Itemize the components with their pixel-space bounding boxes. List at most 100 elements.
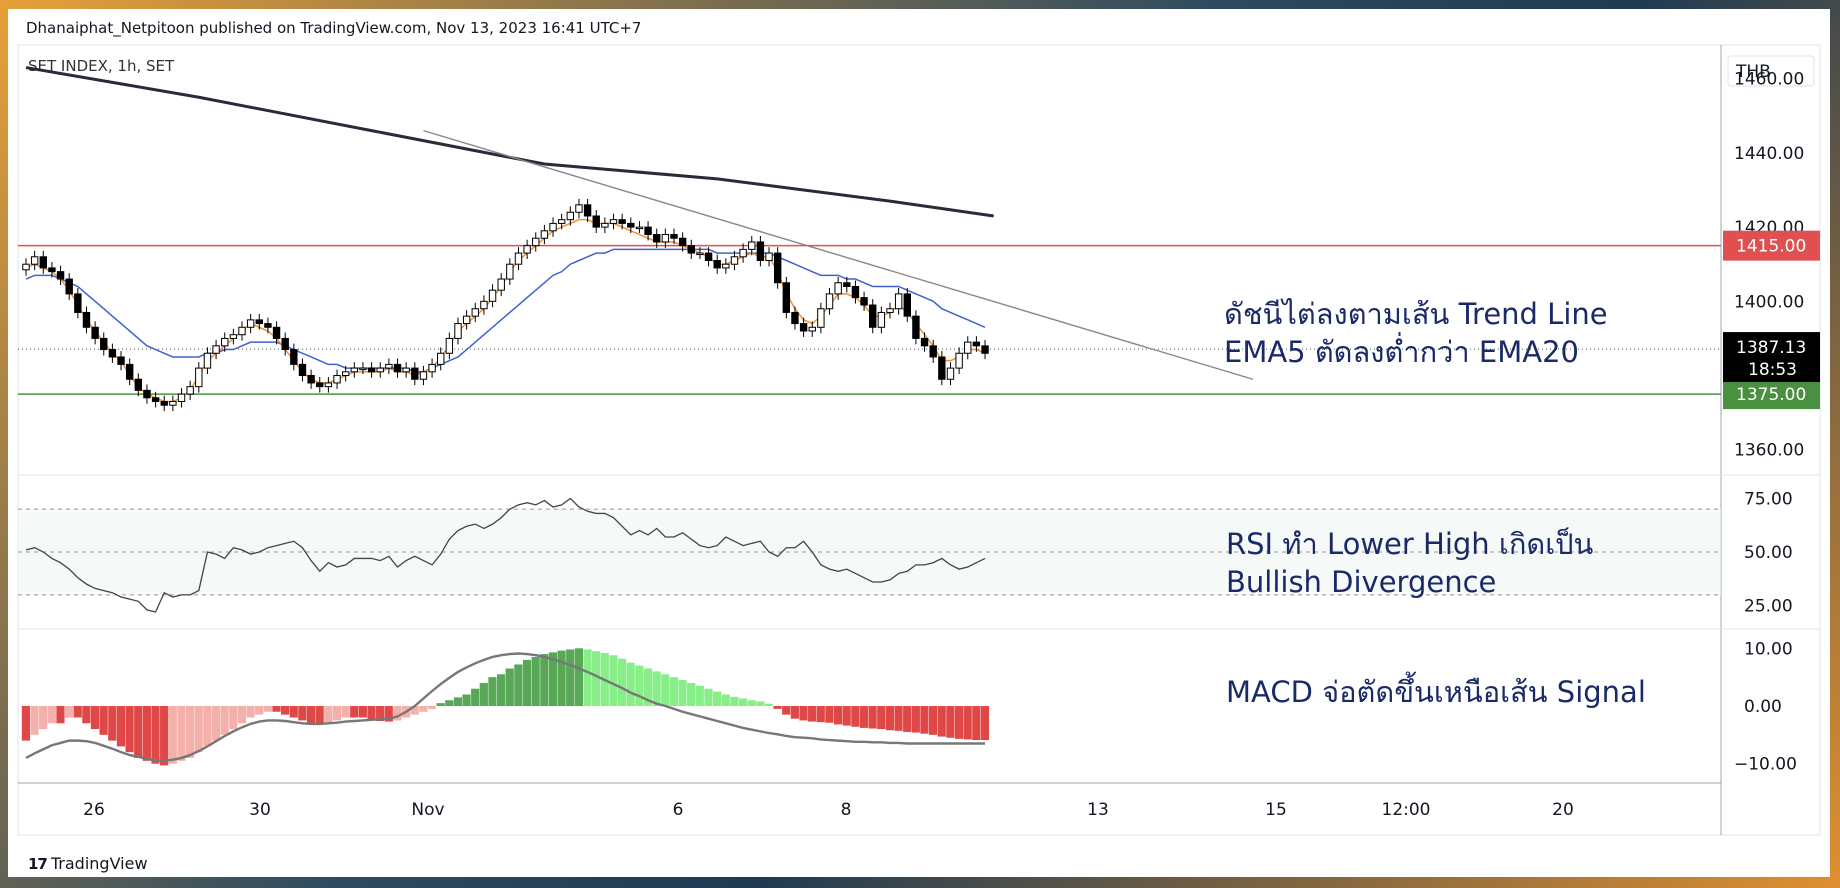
macd-bar (566, 649, 575, 706)
candle (618, 213, 626, 230)
candle (65, 273, 73, 300)
candle (428, 358, 436, 378)
candle-body (221, 337, 229, 347)
candle-body (540, 230, 549, 239)
candle-body (799, 323, 808, 332)
macd-bar (350, 706, 359, 718)
macd-bar (721, 694, 730, 706)
candle-body (419, 371, 428, 380)
candle (454, 317, 462, 345)
candle (834, 276, 842, 300)
macd-bar (263, 706, 272, 712)
macd-bar (747, 700, 756, 706)
candle (946, 362, 955, 386)
macd-bar (237, 706, 246, 724)
macd-bar (756, 701, 765, 706)
candle (350, 362, 359, 378)
macd-bar (306, 706, 316, 724)
candle-body (203, 352, 212, 369)
candle-body (514, 252, 523, 265)
long-ma-line (25, 66, 994, 218)
candle-body (912, 315, 920, 339)
macd-bar (332, 706, 342, 721)
candle-body (108, 349, 117, 358)
candle (981, 339, 989, 360)
candle (843, 276, 851, 293)
candle-body (125, 363, 134, 380)
candle-body (290, 349, 298, 365)
symbol-legend: SET INDEX, 1h, SET (28, 57, 175, 75)
candle (91, 321, 99, 345)
candle-body (437, 352, 445, 365)
candle-body (341, 371, 350, 377)
macd-bar (764, 703, 774, 706)
candle-body (177, 393, 186, 403)
candle (488, 284, 497, 308)
chart-canvas[interactable]: SET INDEX, 1h, SET THB1460.001440.001420.… (8, 9, 1830, 877)
time-tick-label: 8 (841, 800, 852, 820)
tradingview-brand[interactable]: 17 TradingView (28, 854, 148, 873)
macd-bar (99, 706, 108, 735)
candle (445, 332, 454, 360)
candle-body (860, 297, 868, 306)
candle-body (713, 260, 721, 269)
candle-body (91, 326, 99, 339)
macd-bar (358, 706, 367, 718)
candle (730, 250, 739, 271)
candle-body (981, 345, 989, 354)
candle-body (869, 304, 877, 328)
candle (281, 332, 289, 356)
macd-bar (713, 691, 722, 706)
macd-bar (488, 677, 497, 706)
candle-body (557, 219, 566, 224)
macd-bar (436, 703, 445, 706)
time-tick-label: 13 (1087, 800, 1109, 820)
macd-bar (393, 706, 402, 721)
price-tick-label: 1360.00 (1734, 441, 1804, 461)
candle-body (462, 315, 471, 325)
candle (402, 362, 410, 378)
resistance-tag-label: 1415.00 (1736, 237, 1806, 257)
currency-label: THB (1735, 62, 1771, 82)
candle (894, 287, 903, 315)
macd-bar (160, 706, 169, 766)
macd-bar (617, 658, 627, 706)
candle (929, 339, 937, 363)
macd-bar (790, 706, 799, 719)
macd-bar (626, 662, 635, 706)
ema5-line (25, 218, 986, 403)
candle-body (817, 308, 825, 328)
macd-bar (142, 706, 151, 761)
candle (540, 224, 549, 245)
candle-body (143, 389, 151, 399)
macd-bar (203, 706, 212, 747)
support-tag-label: 1375.00 (1736, 385, 1806, 405)
candle-body (376, 367, 384, 373)
candle (903, 287, 911, 323)
candle (151, 391, 160, 408)
candle (195, 362, 203, 393)
macd-bar (272, 706, 281, 712)
candle-body (825, 293, 834, 310)
attribution-text: Dhanaiphat_Netpitoon published on Tradin… (26, 19, 642, 37)
macd-bar (652, 671, 661, 706)
candle (316, 377, 324, 393)
candle-body (100, 337, 108, 351)
current-price-tag (1723, 332, 1820, 383)
candle-body (549, 222, 557, 232)
candle-body (972, 341, 981, 347)
candle (877, 306, 886, 334)
macd-bar (583, 649, 592, 706)
macd-bar (833, 706, 843, 725)
candle-body (471, 308, 479, 317)
macd-bar (851, 706, 860, 727)
macd-bar (695, 685, 704, 706)
macd-bar (522, 659, 532, 706)
candle-body (272, 326, 281, 339)
candle (462, 310, 471, 330)
candle-body (782, 282, 791, 313)
candle (678, 232, 687, 252)
macd-bar (972, 706, 981, 741)
macd-bar (859, 706, 869, 728)
candle (497, 273, 505, 297)
